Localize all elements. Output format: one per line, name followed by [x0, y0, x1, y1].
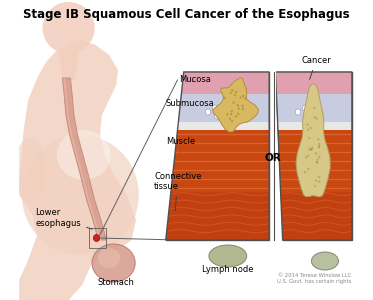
Circle shape [231, 110, 233, 112]
Ellipse shape [311, 252, 338, 270]
Circle shape [307, 123, 309, 126]
Circle shape [229, 92, 232, 94]
Circle shape [318, 146, 320, 148]
Circle shape [231, 120, 233, 122]
Circle shape [316, 161, 318, 163]
Circle shape [310, 148, 312, 151]
Text: Lower
esophagus: Lower esophagus [35, 208, 92, 229]
Polygon shape [178, 94, 269, 122]
Circle shape [237, 104, 239, 107]
Circle shape [318, 143, 320, 145]
Circle shape [307, 168, 310, 170]
Polygon shape [276, 72, 352, 94]
Circle shape [315, 179, 317, 182]
Polygon shape [278, 130, 352, 192]
Circle shape [242, 108, 244, 110]
Polygon shape [62, 78, 106, 240]
Text: © 2014 Terese Winslow LLC
U.S. Govt. has certain rights: © 2014 Terese Winslow LLC U.S. Govt. has… [277, 273, 351, 284]
Circle shape [231, 89, 233, 92]
Circle shape [317, 158, 319, 161]
Polygon shape [181, 72, 269, 94]
Circle shape [234, 94, 236, 96]
Text: OR: OR [264, 153, 281, 163]
Circle shape [242, 105, 244, 107]
Circle shape [235, 115, 237, 118]
Polygon shape [296, 84, 330, 197]
Circle shape [316, 161, 318, 164]
Polygon shape [166, 192, 269, 240]
Circle shape [214, 113, 220, 119]
Circle shape [239, 96, 242, 99]
Circle shape [318, 145, 320, 147]
Circle shape [213, 105, 218, 111]
Circle shape [307, 155, 309, 157]
Ellipse shape [57, 130, 111, 180]
Ellipse shape [22, 135, 139, 255]
Text: Mucosa: Mucosa [179, 76, 211, 85]
Text: Stomach: Stomach [98, 278, 135, 287]
Ellipse shape [92, 244, 135, 282]
Circle shape [304, 171, 306, 173]
Circle shape [222, 115, 227, 121]
Circle shape [317, 138, 319, 140]
Circle shape [305, 156, 307, 159]
Ellipse shape [98, 248, 120, 268]
Circle shape [311, 147, 313, 149]
Circle shape [315, 152, 317, 155]
Circle shape [311, 148, 313, 151]
Text: Connective
tissue: Connective tissue [154, 172, 201, 211]
Circle shape [226, 113, 229, 116]
Circle shape [230, 113, 232, 116]
Polygon shape [59, 52, 79, 80]
Text: Muscle: Muscle [166, 137, 195, 152]
Circle shape [304, 113, 310, 119]
Circle shape [308, 137, 310, 139]
Circle shape [313, 107, 316, 109]
Circle shape [316, 117, 318, 120]
Polygon shape [276, 72, 352, 240]
Polygon shape [278, 122, 352, 130]
Circle shape [314, 185, 316, 188]
Circle shape [223, 97, 226, 99]
Circle shape [318, 180, 320, 183]
Polygon shape [19, 0, 136, 300]
Text: Lymph node: Lymph node [202, 265, 254, 274]
Circle shape [235, 91, 237, 93]
Polygon shape [166, 72, 269, 240]
Circle shape [93, 235, 100, 242]
Text: Cancer: Cancer [301, 56, 331, 80]
Circle shape [313, 109, 319, 115]
Polygon shape [280, 192, 352, 240]
Circle shape [308, 148, 311, 150]
Ellipse shape [209, 245, 247, 267]
Polygon shape [276, 94, 352, 122]
Text: Stage IB Squamous Cell Cancer of the Esophagus: Stage IB Squamous Cell Cancer of the Eso… [23, 8, 350, 21]
Circle shape [232, 101, 235, 104]
Circle shape [238, 107, 240, 110]
Circle shape [244, 97, 247, 100]
Circle shape [229, 118, 231, 120]
Ellipse shape [43, 2, 95, 54]
Circle shape [303, 105, 308, 111]
Circle shape [242, 95, 244, 97]
Circle shape [295, 109, 301, 115]
Circle shape [307, 129, 309, 131]
Circle shape [223, 109, 229, 115]
Circle shape [205, 109, 211, 115]
Ellipse shape [14, 137, 46, 202]
Circle shape [237, 113, 239, 115]
Circle shape [313, 116, 316, 119]
Text: Submucosa: Submucosa [166, 98, 214, 107]
Polygon shape [178, 122, 269, 130]
Circle shape [310, 127, 312, 129]
Polygon shape [213, 78, 258, 132]
Circle shape [318, 156, 320, 158]
Polygon shape [63, 78, 101, 240]
Circle shape [318, 176, 320, 178]
Polygon shape [171, 130, 269, 192]
